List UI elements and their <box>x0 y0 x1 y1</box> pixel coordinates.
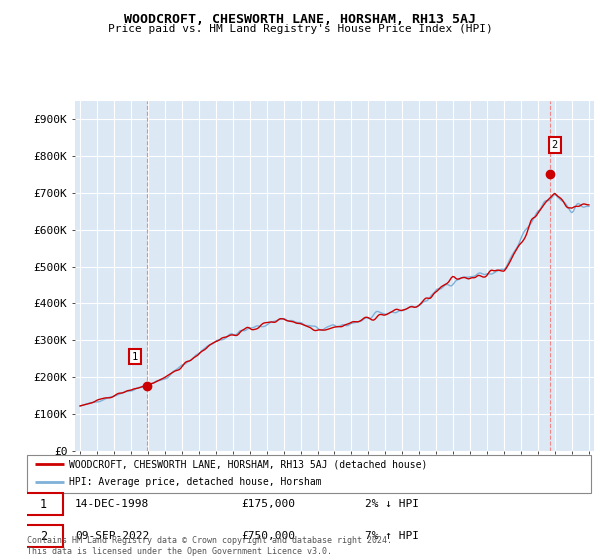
Text: WOODCROFT, CHESWORTH LANE, HORSHAM, RH13 5AJ: WOODCROFT, CHESWORTH LANE, HORSHAM, RH13… <box>124 13 476 26</box>
FancyBboxPatch shape <box>27 455 591 493</box>
Text: 14-DEC-1998: 14-DEC-1998 <box>75 499 149 509</box>
Text: 2% ↓ HPI: 2% ↓ HPI <box>365 499 419 509</box>
Text: 09-SEP-2022: 09-SEP-2022 <box>75 531 149 542</box>
Text: Contains HM Land Registry data © Crown copyright and database right 2024.
This d: Contains HM Land Registry data © Crown c… <box>27 536 392 556</box>
FancyBboxPatch shape <box>24 493 62 515</box>
Text: £750,000: £750,000 <box>241 531 295 542</box>
Text: 1: 1 <box>132 352 139 362</box>
Text: WOODCROFT, CHESWORTH LANE, HORSHAM, RH13 5AJ (detached house): WOODCROFT, CHESWORTH LANE, HORSHAM, RH13… <box>70 459 428 469</box>
Text: Price paid vs. HM Land Registry's House Price Index (HPI): Price paid vs. HM Land Registry's House … <box>107 24 493 34</box>
Text: 2: 2 <box>551 140 558 150</box>
Text: £175,000: £175,000 <box>241 499 295 509</box>
FancyBboxPatch shape <box>24 525 62 547</box>
Text: HPI: Average price, detached house, Horsham: HPI: Average price, detached house, Hors… <box>70 477 322 487</box>
Text: 1: 1 <box>40 498 47 511</box>
Text: 2: 2 <box>40 530 47 543</box>
Text: 7% ↑ HPI: 7% ↑ HPI <box>365 531 419 542</box>
